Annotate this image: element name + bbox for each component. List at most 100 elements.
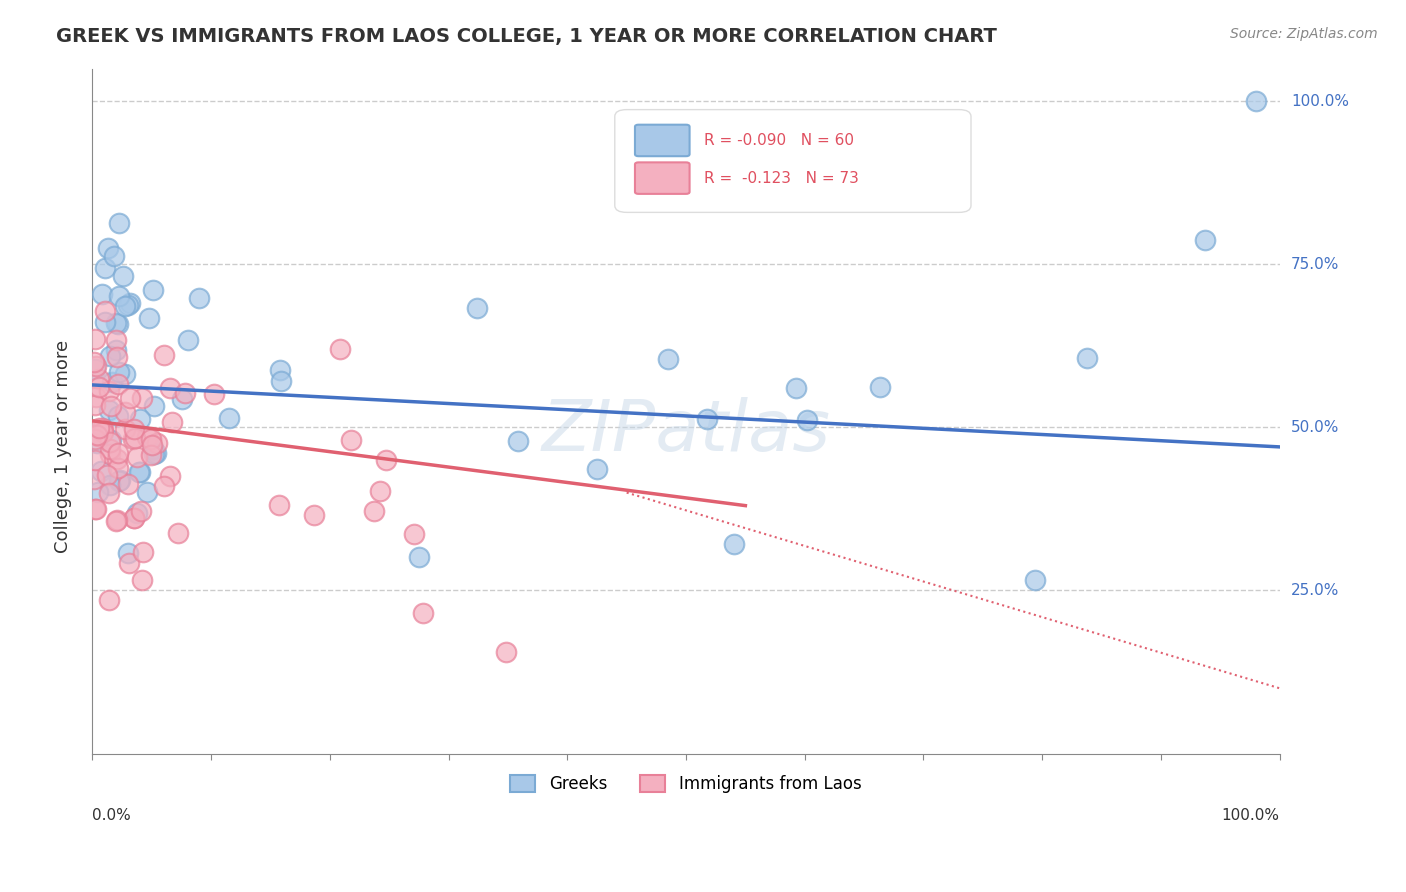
- Point: [100, 399, 122, 413]
- Point: [1024, 573, 1046, 587]
- Point: [796, 412, 818, 426]
- Text: College, 1 year or more: College, 1 year or more: [55, 340, 72, 552]
- Point: [91, 425, 114, 440]
- Point: [105, 515, 128, 529]
- Point: [100, 349, 122, 363]
- Point: [131, 574, 153, 588]
- Point: [84, 359, 107, 374]
- Point: [83, 472, 105, 486]
- Text: Source: ZipAtlas.com: Source: ZipAtlas.com: [1230, 27, 1378, 41]
- Point: [83, 332, 105, 346]
- Point: [97, 403, 120, 417]
- Point: [402, 527, 425, 541]
- Point: [160, 415, 183, 429]
- Point: [495, 645, 517, 659]
- Point: [96, 468, 118, 483]
- Point: [114, 299, 136, 313]
- Point: [107, 409, 129, 423]
- Text: 0.0%: 0.0%: [93, 808, 131, 823]
- Point: [142, 283, 165, 297]
- Point: [465, 301, 488, 315]
- Point: [159, 381, 181, 395]
- Point: [124, 431, 146, 445]
- Point: [269, 498, 291, 512]
- Point: [122, 422, 145, 436]
- Point: [368, 483, 391, 498]
- Point: [166, 526, 188, 541]
- Point: [107, 461, 129, 475]
- Point: [87, 372, 110, 386]
- Point: [97, 241, 120, 255]
- Point: [135, 430, 157, 444]
- Point: [363, 503, 385, 517]
- Point: [412, 606, 434, 620]
- Point: [108, 473, 131, 487]
- Point: [145, 446, 167, 460]
- Point: [90, 464, 112, 478]
- Point: [159, 469, 181, 483]
- Point: [84, 390, 107, 404]
- Point: [93, 261, 115, 276]
- Point: [127, 506, 149, 520]
- Point: [93, 304, 115, 318]
- Point: [131, 391, 153, 405]
- Point: [172, 392, 194, 407]
- Point: [118, 556, 141, 570]
- Point: [139, 432, 162, 446]
- Point: [117, 546, 139, 560]
- Point: [98, 478, 121, 492]
- Point: [1244, 94, 1267, 108]
- Point: [87, 485, 110, 500]
- Text: GREEK VS IMMIGRANTS FROM LAOS COLLEGE, 1 YEAR OR MORE CORRELATION CHART: GREEK VS IMMIGRANTS FROM LAOS COLLEGE, 1…: [56, 27, 997, 45]
- Point: [128, 465, 150, 479]
- Point: [146, 435, 169, 450]
- Point: [329, 343, 352, 357]
- Point: [86, 427, 108, 442]
- Point: [89, 421, 111, 435]
- Point: [90, 287, 112, 301]
- Point: [107, 317, 129, 331]
- Point: [114, 367, 136, 381]
- Point: [142, 447, 165, 461]
- Point: [101, 376, 124, 390]
- Point: [104, 316, 127, 330]
- Point: [136, 484, 159, 499]
- Point: [142, 442, 165, 456]
- Text: ZIPatlas: ZIPatlas: [541, 397, 831, 467]
- Point: [141, 438, 163, 452]
- Point: [657, 352, 679, 367]
- Point: [93, 315, 115, 329]
- Point: [202, 387, 225, 401]
- Point: [104, 333, 127, 347]
- FancyBboxPatch shape: [636, 162, 689, 194]
- Point: [98, 384, 121, 399]
- Text: 100.0%: 100.0%: [1291, 94, 1348, 109]
- Text: 100.0%: 100.0%: [1222, 808, 1279, 823]
- Point: [100, 433, 122, 447]
- Point: [117, 298, 139, 312]
- Point: [97, 485, 120, 500]
- Text: 75.0%: 75.0%: [1291, 257, 1339, 272]
- Point: [122, 510, 145, 524]
- Point: [152, 478, 174, 492]
- Point: [869, 380, 891, 394]
- FancyBboxPatch shape: [614, 110, 972, 212]
- Point: [91, 422, 114, 436]
- Point: [696, 412, 718, 426]
- Point: [107, 365, 129, 379]
- Point: [83, 355, 105, 369]
- Point: [98, 447, 121, 461]
- Point: [340, 433, 363, 447]
- Point: [112, 268, 135, 283]
- Point: [114, 405, 136, 419]
- Point: [187, 291, 209, 305]
- Point: [723, 537, 745, 551]
- Point: [269, 363, 291, 377]
- Text: R = -0.090   N = 60: R = -0.090 N = 60: [704, 133, 853, 148]
- Legend: Greeks, Immigrants from Laos: Greeks, Immigrants from Laos: [503, 769, 869, 800]
- Text: 50.0%: 50.0%: [1291, 420, 1339, 434]
- Point: [506, 434, 529, 448]
- Point: [153, 348, 176, 362]
- Point: [83, 432, 105, 446]
- Point: [103, 249, 125, 263]
